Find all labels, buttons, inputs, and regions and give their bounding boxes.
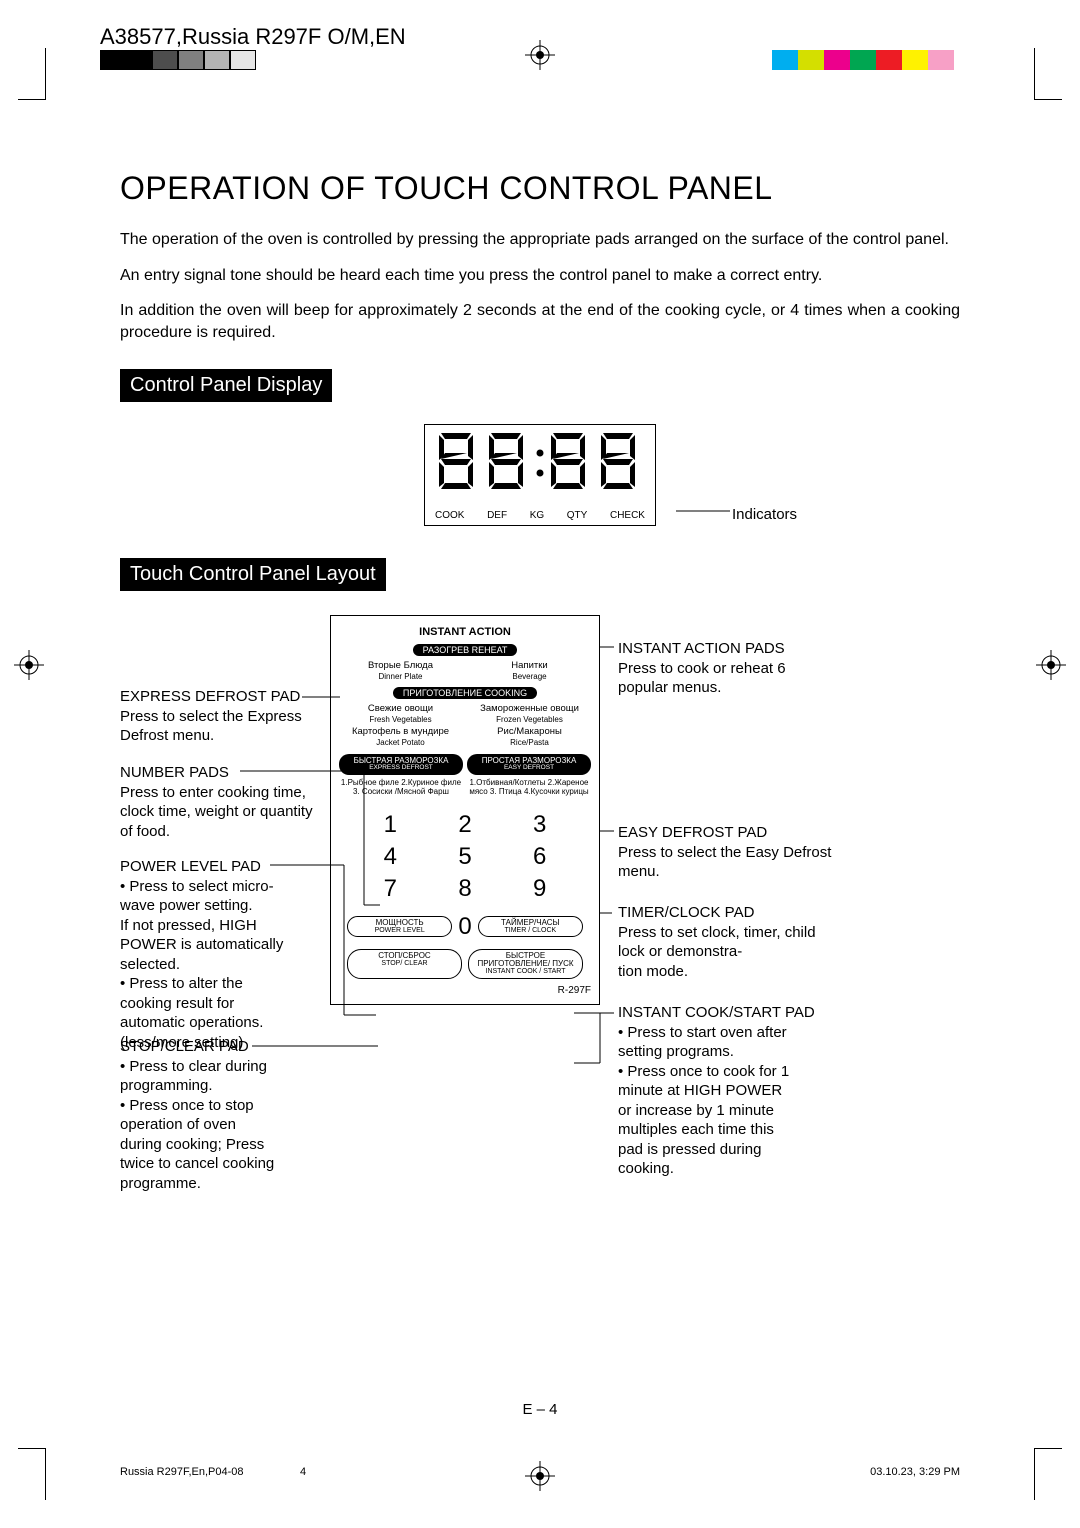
cooking-pill: ПРИГОТОВЛЕНИЕ COOKING: [393, 687, 537, 699]
control-panel-diagram: INSTANT ACTION РАЗОГРЕВ REHEAT Вторые Бл…: [330, 615, 600, 1004]
footer-page-small: 4: [300, 1466, 306, 1478]
indicator-kg: KG: [530, 510, 544, 521]
instant-cook-start-button: БЫСТРОЕ ПРИГОТОВЛЕНИЕ/ ПУСКINSTANT COOK …: [468, 949, 583, 979]
indicator-row: COOK DEF KG QTY CHECK: [435, 510, 645, 521]
power-level-button: МОЩНОСТЬPOWER LEVEL: [347, 916, 452, 938]
express-defrost-col: БЫСТРАЯ РАЗМОРОЗКА EXPRESS DEFROST 1.Рыб…: [339, 754, 463, 797]
number-6: 6: [514, 843, 565, 871]
express-defrost-pill: БЫСТРАЯ РАЗМОРОЗКА EXPRESS DEFROST: [339, 754, 463, 775]
callout-body: Press to enter cooking time, clock time,…: [120, 784, 313, 840]
reheat-item: Вторые БлюдаDinner Plate: [339, 661, 462, 682]
reheat-item: НапиткиBeverage: [468, 661, 591, 682]
panel-figure: EXPRESS DEFROST PAD Press to select the …: [120, 615, 960, 1215]
intro-para-3: In addition the oven will beep for appro…: [120, 300, 960, 343]
cooking-grid: Свежие овощиFresh Vegetables Замороженные…: [339, 704, 591, 748]
intro-para-2: An entry signal tone should be heard eac…: [120, 265, 960, 287]
indicator-def: DEF: [487, 510, 507, 521]
doc-header: A38577,Russia R297F O/M,EN: [100, 24, 406, 50]
callout-heading: STOP/CLEAR PAD: [120, 1037, 325, 1057]
cooking-item: Картофель в мундиреJacket Potato: [339, 727, 462, 748]
callout-timer-clock: TIMER/CLOCK PAD Press to set clock, time…: [618, 903, 838, 981]
callout-instant-action: INSTANT ACTION PADS Press to cook or reh…: [618, 639, 838, 698]
display-box: COOK DEF KG QTY CHECK: [424, 424, 656, 526]
number-4: 4: [365, 843, 416, 871]
indicator-check: CHECK: [610, 510, 645, 521]
crop-mark-bl: [18, 1448, 46, 1500]
callout-heading: TIMER/CLOCK PAD: [618, 903, 838, 923]
callout-power-level: POWER LEVEL PAD • Press to select micro-…: [120, 857, 325, 1052]
registration-mark-left: [14, 650, 44, 685]
number-zero: 0: [458, 913, 471, 941]
callout-body: Press to set clock, timer, child lock or…: [618, 924, 816, 980]
callout-body: • Press to clear during programming. • P…: [120, 1058, 274, 1192]
intro-para-1: The operation of the oven is controlled …: [120, 229, 960, 251]
number-2: 2: [440, 811, 491, 839]
number-3: 3: [514, 811, 565, 839]
callout-heading: NUMBER PADS: [120, 763, 325, 783]
reheat-pill: РАЗОГРЕВ REHEAT: [413, 644, 518, 656]
color-bar-grayscale: [100, 50, 256, 70]
cooking-item: Рис/МакароныRice/Pasta: [468, 727, 591, 748]
display-figure: COOK DEF KG QTY CHECK Indicators: [120, 424, 960, 526]
seven-segment-display: [435, 431, 645, 506]
number-9: 9: [514, 875, 565, 903]
subheading-display: Control Panel Display: [120, 369, 332, 402]
callout-body: Press to select the Express Defrost menu…: [120, 708, 302, 745]
reheat-grid: Вторые БлюдаDinner Plate НапиткиBeverage: [339, 661, 591, 682]
number-pad: 123 456 789: [365, 811, 565, 903]
model-number: R-297F: [339, 985, 591, 996]
footer-right: 03.10.23, 3:29 PM: [870, 1466, 960, 1478]
callout-heading: POWER LEVEL PAD: [120, 857, 325, 877]
number-8: 8: [440, 875, 491, 903]
page-number: E – 4: [522, 1401, 557, 1418]
easy-defrost-col: ПРОСТАЯ РАЗМОРОЗКА EASY DEFROST 1.Отбивн…: [467, 754, 591, 797]
page-title: OPERATION OF TOUCH CONTROL PANEL: [120, 170, 960, 207]
easy-defrost-list: 1.Отбивная/Котлеты 2.Жареное мясо 3. Пти…: [467, 778, 591, 796]
number-1: 1: [365, 811, 416, 839]
callout-body: Press to cook or reheat 6 popular menus.: [618, 660, 786, 697]
express-defrost-list: 1.Рыбное филе 2.Куриное филе 3. Сосиски …: [339, 778, 463, 796]
callout-easy-defrost: EASY DEFROST PAD Press to select the Eas…: [618, 823, 838, 882]
indicator-cook: COOK: [435, 510, 464, 521]
callout-stop-clear: STOP/CLEAR PAD • Press to clear during p…: [120, 1037, 325, 1193]
registration-mark-bottom: [525, 1461, 555, 1496]
number-5: 5: [440, 843, 491, 871]
callout-instant-cook: INSTANT COOK/START PAD • Press to start …: [618, 1003, 848, 1179]
instant-action-title: INSTANT ACTION: [339, 626, 591, 638]
indicators-label: Indicators: [732, 506, 797, 523]
timer-clock-button: ТАЙМЕР/ЧАСЫTIMER / CLOCK: [478, 916, 583, 938]
callout-heading: EXPRESS DEFROST PAD: [120, 687, 325, 707]
callout-express-defrost: EXPRESS DEFROST PAD Press to select the …: [120, 687, 325, 746]
subheading-layout: Touch Control Panel Layout: [120, 558, 386, 591]
page-content: OPERATION OF TOUCH CONTROL PANEL The ope…: [120, 170, 960, 1215]
easy-defrost-pill: ПРОСТАЯ РАЗМОРОЗКА EASY DEFROST: [467, 754, 591, 775]
registration-mark-right: [1036, 650, 1066, 685]
footer-left: Russia R297F,En,P04-08: [120, 1466, 244, 1478]
crop-mark-br: [1034, 1448, 1062, 1500]
callout-body: • Press to start oven after setting prog…: [618, 1024, 789, 1178]
stop-clear-button: СТОП/СБРОСSTOP/ CLEAR: [347, 949, 462, 979]
cooking-item: Свежие овощиFresh Vegetables: [339, 704, 462, 725]
callout-number-pads: NUMBER PADS Press to enter cooking time,…: [120, 763, 325, 841]
number-7: 7: [365, 875, 416, 903]
crop-mark-tr: [1034, 48, 1062, 100]
callout-body: • Press to select micro- wave power sett…: [120, 878, 283, 1051]
cooking-item: Замороженные овощиFrozen Vegetables: [468, 704, 591, 725]
callout-body: Press to select the Easy Defrost menu.: [618, 844, 831, 881]
callout-heading: EASY DEFROST PAD: [618, 823, 838, 843]
callout-heading: INSTANT COOK/START PAD: [618, 1003, 848, 1023]
registration-mark-top: [525, 40, 555, 75]
color-bar-colors: [772, 50, 980, 70]
crop-mark-tl: [18, 48, 46, 100]
indicator-qty: QTY: [567, 510, 588, 521]
callout-heading: INSTANT ACTION PADS: [618, 639, 838, 659]
